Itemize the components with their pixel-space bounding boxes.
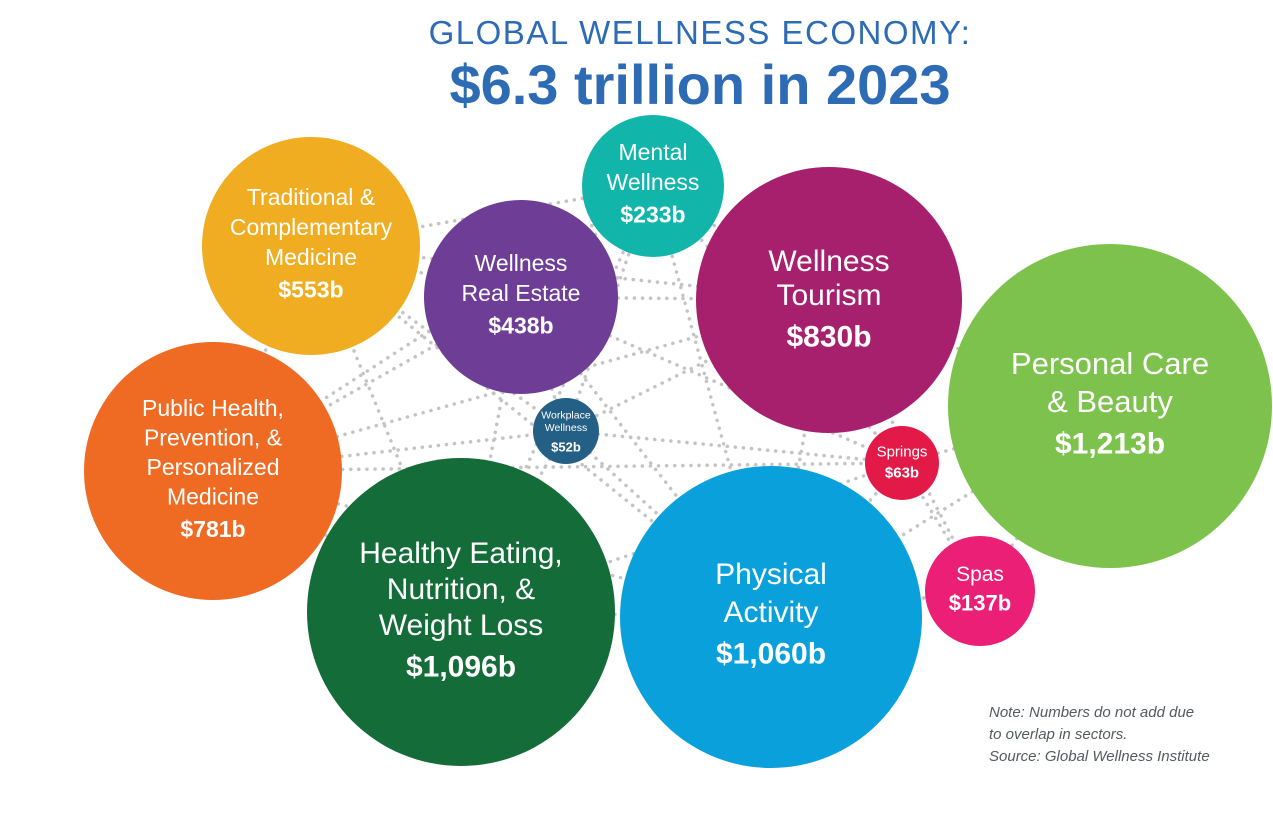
bubble-label-spas: Spas [956,563,1004,586]
bubble-circle-workplace-wellness [533,398,599,464]
bubble-value-workplace-wellness: $52b [551,439,581,454]
bubble-value-spas: $137b [949,590,1011,615]
bubble-label-healthy-eating-nutrition-weight-loss: Healthy Eating, [359,537,562,570]
chart-title-line2: $6.3 trillion in 2023 [449,53,951,116]
note-line-2: to overlap in sectors. [989,726,1128,743]
bubble-personal-care-beauty: Personal Care& Beauty $1,213b [948,244,1272,568]
note-line-1: Note: Numbers do not add due [989,704,1195,721]
bubble-circle-traditional-complementary-medicine [202,137,420,355]
bubble-label-wellness-tourism: Tourism [776,279,881,312]
bubble-mental-wellness: Mental Wellness $233b [582,115,724,257]
bubble-circle-physical-activity [620,466,922,768]
note-line-3: Source: Global Wellness Institute [989,748,1210,765]
bubble-label-mental-wellness: Wellness [607,169,700,195]
bubble-circle-public-health-prevention-personalized-medicine [84,342,342,600]
bubble-circle-healthy-eating-nutrition-weight-loss [307,458,615,766]
bubble-circle-spas [925,536,1035,646]
bubble-spas: Spas $137b [925,536,1035,646]
bubble-circle-mental-wellness [582,115,724,257]
bubble-label-physical-activity: Activity [723,596,818,629]
bubble-label-public-health-prevention-personalized-medicine: Personalized [147,454,280,480]
bubble-value-mental-wellness: $233b [620,202,685,228]
connector-line [211,295,523,473]
bubble-label-mental-wellness: Mental [618,139,687,165]
bubble-traditional-complementary-medicine: Traditional & Complementary Medicine $553b [202,137,420,355]
bubble-wellness-real-estate: Wellness Real Estate $438b [424,200,618,394]
bubble-label-wellness-real-estate: Real Estate [462,280,581,306]
bubble-value-traditional-complementary-medicine: $553b [278,277,343,303]
bubble-value-springs: $63b [885,464,919,481]
bubble-label-springs: Springs [877,444,928,461]
connector-line [519,295,831,302]
chart-note: Note: Numbers do not add due to overlap … [989,702,1210,768]
bubble-value-healthy-eating-nutrition-weight-loss: $1,096b [406,651,516,684]
bubble-value-wellness-real-estate: $438b [488,313,553,339]
bubble-layer: Traditional & Complementary Medicine $553b W… [84,115,1272,768]
bubble-label-public-health-prevention-personalized-medicine: Medicine [167,483,259,509]
bubble-label-workplace-wellness: Wellness [545,422,587,434]
connector-line [564,429,904,465]
bubble-label-healthy-eating-nutrition-weight-loss: Weight Loss [379,609,544,642]
bubble-label-personal-care-beauty: & Beauty [1047,384,1173,419]
bubble-label-traditional-complementary-medicine: Traditional & [247,184,375,210]
connector-line [211,429,568,473]
bubble-label-wellness-tourism: Wellness [768,245,889,278]
bubble-value-public-health-prevention-personalized-medicine: $781b [180,516,245,542]
bubble-physical-activity: Physical Activity $1,060b [620,466,922,768]
bubble-value-personal-care-beauty: $1,213b [1055,427,1165,460]
bubble-healthy-eating-nutrition-weight-loss: Healthy Eating,Nutrition, &Weight Loss $1… [307,458,615,766]
bubble-label-traditional-complementary-medicine: Medicine [265,244,357,270]
bubble-circle-springs [865,426,939,500]
bubble-label-public-health-prevention-personalized-medicine: Prevention, & [144,424,282,450]
bubble-value-physical-activity: $1,060b [716,638,826,671]
bubble-springs: Springs $63b [865,426,939,500]
bubble-label-public-health-prevention-personalized-medicine: Public Health, [142,395,284,421]
bubble-label-physical-activity: Physical [715,558,827,591]
bubble-label-wellness-real-estate: Wellness [475,250,568,276]
bubble-public-health-prevention-personalized-medicine: Public Health, Prevention, & Personalized M… [84,342,342,600]
bubble-label-personal-care-beauty: Personal Care [1011,346,1209,381]
bubble-circle-wellness-tourism [696,167,962,433]
connector-line [519,295,773,619]
bubble-label-traditional-complementary-medicine: Complementary [230,214,393,240]
bubble-label-workplace-wellness: Workplace [541,410,591,422]
bubble-label-healthy-eating-nutrition-weight-loss: Nutrition, & [387,573,535,606]
bubble-value-wellness-tourism: $830b [786,321,871,354]
chart-title-line1: GLOBAL WELLNESS ECONOMY: [428,14,972,51]
bubble-circle-wellness-real-estate [424,200,618,394]
bubble-circle-personal-care-beauty [948,244,1272,568]
